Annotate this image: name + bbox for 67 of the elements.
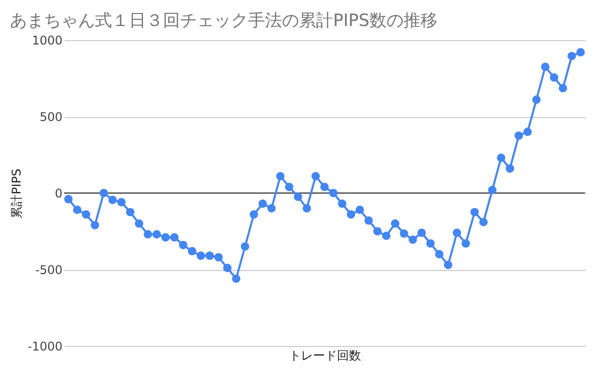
point <box>108 196 117 204</box>
point <box>382 232 390 240</box>
point <box>568 52 576 60</box>
y-tick-label: 1000 <box>32 34 62 48</box>
point <box>284 182 294 192</box>
point <box>302 204 312 212</box>
point <box>435 250 444 258</box>
point <box>523 128 532 136</box>
point <box>250 210 258 219</box>
point <box>240 242 250 251</box>
point <box>206 252 214 260</box>
point <box>506 164 514 173</box>
point <box>196 252 206 260</box>
point <box>426 239 435 248</box>
point <box>479 218 488 226</box>
point <box>364 216 373 225</box>
point <box>188 246 196 256</box>
point <box>558 84 568 92</box>
point <box>488 186 496 194</box>
point <box>90 220 100 230</box>
point <box>346 210 356 219</box>
point <box>373 227 382 236</box>
point <box>311 172 320 180</box>
point <box>170 233 179 242</box>
point <box>417 228 426 237</box>
point <box>452 228 462 237</box>
point <box>541 62 550 71</box>
x-axis-title: トレード回数 <box>289 348 361 362</box>
point <box>356 206 364 214</box>
point <box>214 253 223 262</box>
point <box>258 200 267 208</box>
point <box>73 206 82 214</box>
point <box>338 200 346 208</box>
point <box>276 172 285 180</box>
y-tick-label: -1000 <box>28 340 62 354</box>
chart-title: あまちゃん式１日３回チェック手法の累計PIPS数の推移 <box>10 11 438 31</box>
point <box>134 219 144 228</box>
point <box>161 233 170 242</box>
point <box>179 240 188 250</box>
point <box>117 198 126 206</box>
point <box>408 235 417 244</box>
point <box>532 95 541 104</box>
point <box>390 219 400 228</box>
point <box>514 131 523 140</box>
point <box>462 239 470 248</box>
point <box>144 230 152 238</box>
point <box>320 182 329 192</box>
point <box>152 230 161 238</box>
y-axis-title: 累計PIPS <box>10 168 24 218</box>
point <box>223 264 232 272</box>
point <box>64 194 73 204</box>
point <box>550 73 558 82</box>
point <box>100 188 108 198</box>
point <box>126 208 134 216</box>
point <box>400 229 408 238</box>
point <box>232 274 240 283</box>
point <box>496 154 506 162</box>
y-tick-label: -500 <box>35 263 62 277</box>
point <box>329 188 338 198</box>
point <box>470 208 479 216</box>
point <box>576 48 585 56</box>
point <box>267 204 276 212</box>
y-tick-label: 500 <box>40 110 62 124</box>
point <box>294 192 302 201</box>
point <box>82 210 90 219</box>
y-tick-label: 0 <box>54 186 62 200</box>
point <box>444 260 452 270</box>
